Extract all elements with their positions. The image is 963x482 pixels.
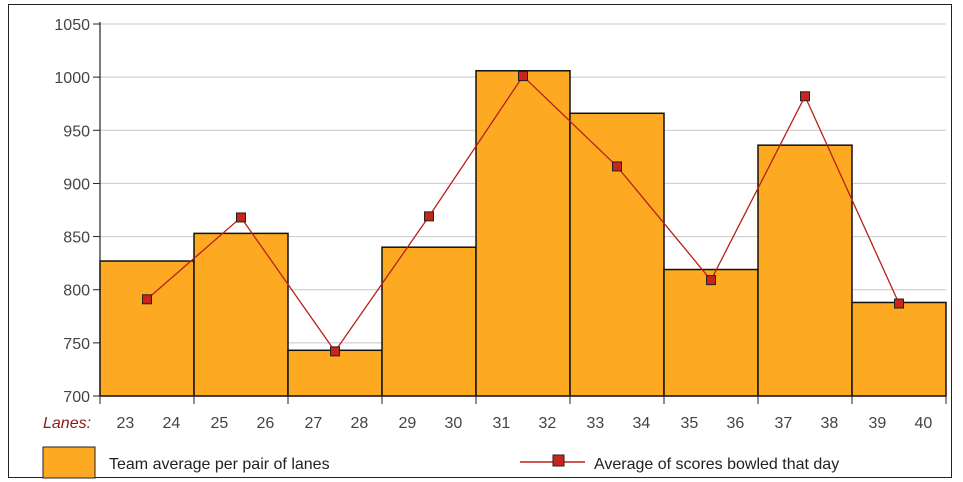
lanes-prefix-label: Lanes: [43, 415, 91, 432]
x-tick-label: 32 [539, 415, 557, 432]
x-tick-label: 31 [492, 415, 510, 432]
x-tick-label: 35 [680, 415, 698, 432]
legend-bar-swatch [42, 446, 96, 479]
y-tick-label: 1050 [54, 17, 90, 34]
bar-series [99, 70, 947, 397]
x-tick-label: 30 [445, 415, 463, 432]
x-tick-label: 33 [586, 415, 604, 432]
line-point [330, 346, 340, 357]
line-point [612, 161, 622, 172]
y-tick-label: 750 [63, 336, 90, 353]
line-point [236, 212, 246, 223]
legend-bar-label: Team average per pair of lanes [109, 456, 330, 473]
x-tick-label: 29 [398, 415, 416, 432]
line-point [518, 71, 528, 82]
x-tick-label: 37 [774, 415, 792, 432]
line-series [142, 71, 904, 357]
bar [851, 301, 947, 397]
y-tick-label: 850 [63, 230, 90, 247]
legend: Team average per pair of lanes Average o… [42, 446, 839, 479]
line-point [894, 298, 904, 309]
x-tick-label: 23 [116, 415, 134, 432]
bar [287, 349, 383, 397]
bar [663, 268, 759, 397]
bar [475, 70, 571, 397]
x-tick-label: 40 [915, 415, 933, 432]
bar [757, 144, 853, 397]
x-tick-label: 28 [351, 415, 369, 432]
line-point [424, 211, 434, 222]
x-tick-label: 36 [727, 415, 745, 432]
x-tick-label: 27 [304, 415, 322, 432]
y-tick-label: 900 [63, 176, 90, 193]
x-tick-label: 38 [821, 415, 839, 432]
x-tick-label: 39 [868, 415, 886, 432]
legend-line-label: Average of scores bowled that day [594, 456, 839, 473]
axes [93, 22, 947, 404]
y-tick-label: 1000 [54, 70, 90, 87]
y-tick-label: 800 [63, 283, 90, 300]
line-point [142, 294, 152, 305]
line-point [706, 275, 716, 286]
legend-line-marker [552, 454, 565, 467]
bar [193, 232, 289, 397]
tick-labels: 700 750 800 850 900 950 1000 1050 23 24 25 26 27 28 29… [43, 17, 932, 432]
bar [381, 246, 477, 397]
bar [99, 260, 195, 397]
line-point [800, 91, 810, 102]
x-tick-label: 24 [163, 415, 181, 432]
x-tick-label: 25 [210, 415, 228, 432]
x-tick-label: 34 [633, 415, 651, 432]
y-tick-label: 950 [63, 123, 90, 140]
bar [569, 112, 665, 397]
y-tick-label: 700 [63, 389, 90, 406]
x-tick-label: 26 [257, 415, 275, 432]
